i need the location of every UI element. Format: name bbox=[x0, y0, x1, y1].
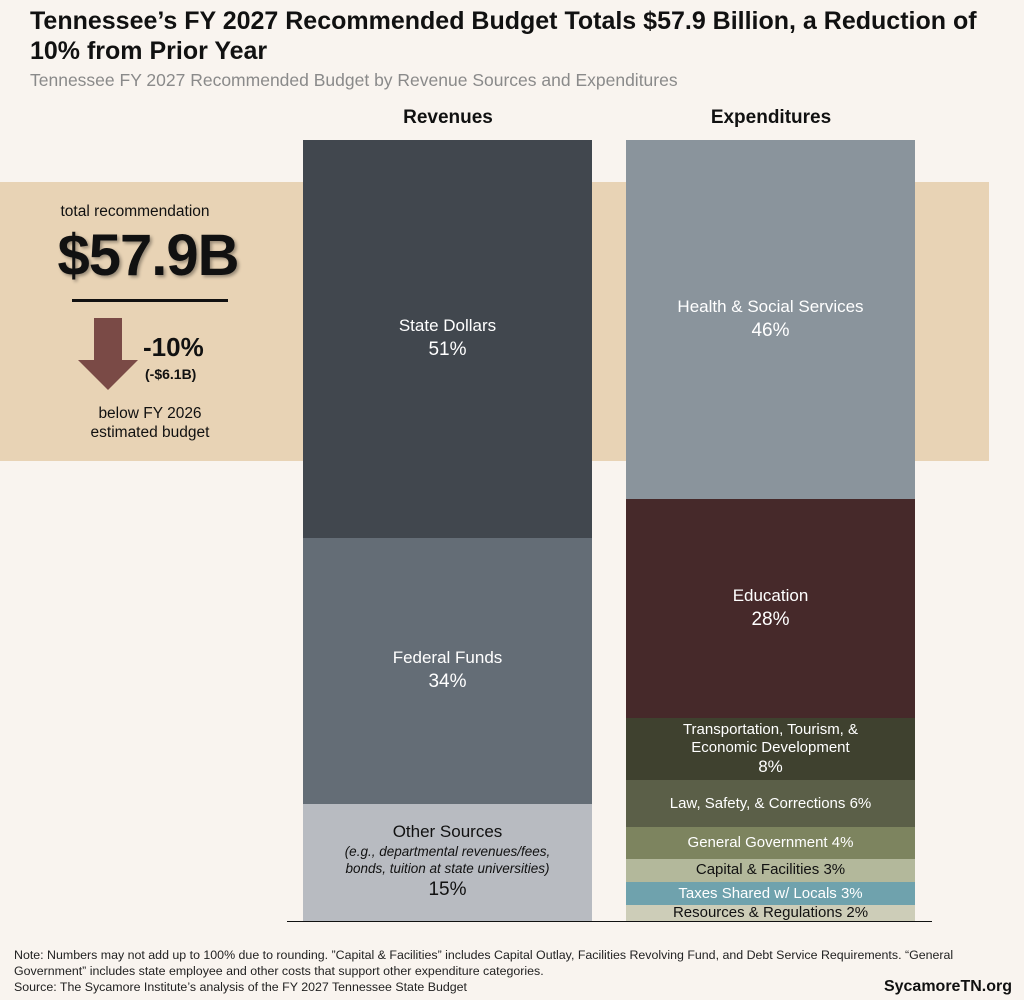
segment-label-line: Capital & Facilities 3% bbox=[696, 861, 845, 879]
segment-other-sources: Other Sources (e.g., departmental revenue… bbox=[303, 803, 592, 921]
segment-health-social-services: Health & Social Services 46% bbox=[626, 140, 915, 500]
segment-value: 34% bbox=[428, 671, 467, 693]
segment-label: Taxes Shared w/ Locals bbox=[678, 884, 837, 902]
comparison-line-2: estimated budget bbox=[90, 424, 210, 441]
segment-value: 6% bbox=[849, 794, 872, 812]
segment-value: 3% bbox=[840, 884, 863, 902]
segment-value: 2% bbox=[846, 905, 869, 921]
segment-value: 4% bbox=[831, 833, 854, 851]
change-percent: -10% bbox=[143, 332, 204, 362]
footnote: Note: Numbers may not add up to 100% due… bbox=[14, 947, 1014, 995]
segment-law-safety-corrections: Law, Safety, & Corrections 6% bbox=[626, 780, 915, 828]
down-arrow-icon bbox=[78, 318, 138, 390]
baseline bbox=[287, 921, 932, 922]
segment-resources-regulations: Resources & Regulations 2% bbox=[626, 905, 915, 921]
segment-label-line: Law, Safety, & Corrections 6% bbox=[670, 795, 872, 813]
segment-value: 8% bbox=[758, 757, 783, 777]
comparison-note: below FY 2026 estimated budget bbox=[60, 404, 240, 442]
segment-label: Other Sources bbox=[392, 822, 503, 842]
segment-value: 3% bbox=[823, 861, 846, 879]
expenditures-header: Expenditures bbox=[710, 107, 832, 128]
comparison-line-1: below FY 2026 bbox=[98, 405, 202, 422]
segment-label-line: Resources & Regulations 2% bbox=[673, 905, 868, 921]
segment-education: Education 28% bbox=[626, 499, 915, 718]
source-text: Source: The Sycamore Institute’s analysi… bbox=[14, 980, 467, 994]
segment-label: Transportation, Tourism, & Economic Deve… bbox=[682, 721, 859, 757]
segment-sublabel: (e.g., departmental revenues/fees, bonds… bbox=[344, 844, 551, 877]
expenditures-bar: Health & Social Services 46% Education 28% T… bbox=[626, 140, 915, 921]
change-amount: (-$6.1B) bbox=[145, 366, 197, 382]
segment-federal-funds: Federal Funds 34% bbox=[303, 538, 592, 804]
segment-label: Education bbox=[732, 585, 809, 605]
segment-label-line: General Government 4% bbox=[688, 834, 854, 852]
segment-capital-facilities: Capital & Facilities 3% bbox=[626, 858, 915, 882]
segment-transportation-tourism-economic-development: Transportation, Tourism, & Economic Deve… bbox=[626, 717, 915, 781]
segment-label: Health & Social Services bbox=[677, 296, 864, 316]
revenues-bar: State Dollars 51% Federal Funds 34% Other So… bbox=[303, 140, 592, 921]
segment-value: 28% bbox=[751, 608, 790, 630]
segment-label: Capital & Facilities bbox=[695, 861, 820, 879]
segment-label: Federal Funds bbox=[392, 648, 503, 668]
total-label: total recommendation bbox=[60, 203, 210, 220]
note-text: Note: Numbers may not add up to 100% due… bbox=[14, 948, 954, 978]
divider bbox=[72, 299, 228, 302]
segment-value: 51% bbox=[428, 339, 467, 361]
segment-label: Resources & Regulations bbox=[672, 905, 843, 921]
segment-label: State Dollars bbox=[398, 316, 497, 336]
revenues-header: Revenues bbox=[403, 107, 493, 128]
segment-state-dollars: State Dollars 51% bbox=[303, 140, 592, 539]
chart-title: Tennessee’s FY 2027 Recommended Budget T… bbox=[30, 7, 977, 65]
segment-label-line: Taxes Shared w/ Locals 3% bbox=[678, 885, 862, 903]
brand-logo[interactable]: SycamoreTN.org bbox=[883, 978, 1012, 995]
segment-value: 46% bbox=[751, 319, 790, 341]
segment-label: Law, Safety, & Corrections bbox=[669, 794, 846, 812]
segment-taxes-shared-w-locals: Taxes Shared w/ Locals 3% bbox=[626, 881, 915, 906]
segment-value: 15% bbox=[428, 879, 467, 901]
segment-general-government: General Government 4% bbox=[626, 827, 915, 859]
chart-subtitle: Tennessee FY 2027 Recommended Budget by … bbox=[30, 70, 678, 90]
total-value: $57.9B bbox=[57, 223, 239, 288]
segment-label: General Government bbox=[687, 833, 828, 851]
